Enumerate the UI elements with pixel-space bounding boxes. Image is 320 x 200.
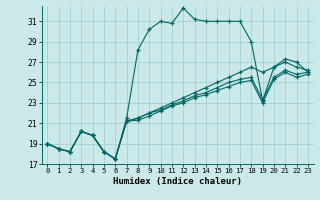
X-axis label: Humidex (Indice chaleur): Humidex (Indice chaleur) (113, 177, 242, 186)
